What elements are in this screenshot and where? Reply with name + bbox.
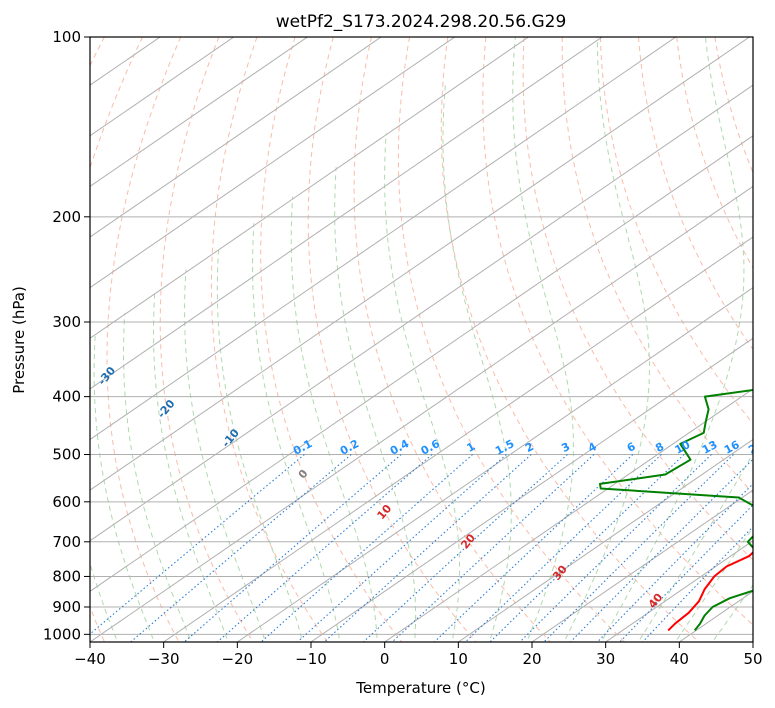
isotherm-line bbox=[162, 236, 753, 642]
isotherm-line bbox=[90, 84, 753, 542]
dry-adiabat-line bbox=[397, 37, 626, 642]
dry-adiabat-line bbox=[90, 37, 143, 642]
mixing-ratio-line bbox=[489, 454, 685, 642]
mixing-ratio-line bbox=[433, 454, 634, 642]
isotherm-line bbox=[236, 287, 753, 642]
isotherm-line bbox=[90, 37, 382, 238]
moist-adiabat-line bbox=[563, 37, 650, 642]
axis-ticks: −40 −30 −20 −10 0 10 20 30 40 50 100 200 300 400 500 60… bbox=[43, 28, 763, 668]
mixing-ratio-label: 10 bbox=[673, 438, 693, 457]
y-tick-label: 1000 bbox=[43, 625, 81, 643]
mixing-ratio-line bbox=[519, 454, 712, 642]
mixing-ratio-line bbox=[323, 454, 532, 642]
moist-adiabat-line bbox=[600, 37, 745, 642]
x-tick-label: 20 bbox=[522, 650, 541, 668]
x-tick-label: 50 bbox=[743, 650, 762, 668]
x-tick-label: 30 bbox=[596, 650, 615, 668]
mixing-ratio-line bbox=[216, 454, 433, 642]
dry-adiabat-line bbox=[638, 37, 753, 351]
moist-adiabat-line bbox=[93, 334, 155, 642]
dry-adiabat-line bbox=[106, 37, 182, 642]
mixing-ratio-label: 16 bbox=[722, 438, 742, 457]
y-tick-label: 400 bbox=[52, 388, 81, 406]
isotherm-line bbox=[90, 185, 753, 642]
dry-adiabat-line bbox=[210, 37, 329, 642]
y-tick-label: 900 bbox=[52, 598, 81, 616]
isotherm-line bbox=[383, 388, 753, 642]
y-tick-label: 500 bbox=[52, 446, 81, 464]
mixing-ratio-line bbox=[183, 454, 402, 642]
plot-area: 0.10.20.40.611.52346810131620-100-90-80-… bbox=[90, 37, 766, 642]
moist-adiabat-line bbox=[184, 269, 266, 642]
moist-adiabat-line bbox=[290, 196, 378, 642]
isotherm-line bbox=[90, 37, 235, 137]
x-tick-label: 40 bbox=[670, 650, 689, 668]
y-tick-label: 700 bbox=[52, 533, 81, 551]
x-tick-label: −40 bbox=[74, 650, 106, 668]
mixing-ratio-line bbox=[569, 458, 753, 642]
dry-adiabat-line bbox=[159, 37, 254, 642]
mixing-ratio-line bbox=[362, 454, 568, 642]
plot-frame bbox=[89, 36, 754, 643]
y-tick-label: 600 bbox=[52, 493, 81, 511]
mixing-ratio-line bbox=[464, 454, 662, 642]
mixing-ratio-line bbox=[90, 454, 305, 635]
isotherm-line bbox=[90, 135, 753, 592]
y-tick-label: 200 bbox=[52, 208, 81, 226]
mixing-ratio-line bbox=[543, 454, 734, 642]
y-axis-label: Pressure (hPa) bbox=[10, 286, 28, 394]
moist-adiabat-line bbox=[512, 37, 574, 642]
x-tick-label: 0 bbox=[380, 650, 390, 668]
moist-adiabat-line bbox=[637, 452, 753, 642]
isotherm-line bbox=[90, 37, 530, 339]
dry-adiabat-line bbox=[482, 37, 753, 626]
mixing-ratio-label: 13 bbox=[700, 438, 720, 457]
temperature-profile-line bbox=[667, 551, 753, 632]
dewpoint-profile-line bbox=[599, 388, 753, 632]
isotherm-line bbox=[90, 37, 677, 441]
mixing-ratio-line bbox=[641, 525, 753, 642]
mixing-ratio-line bbox=[129, 454, 352, 642]
moist-adiabat-line bbox=[216, 247, 304, 642]
y-tick-label: 300 bbox=[52, 313, 81, 331]
moist-adiabat-line bbox=[442, 84, 512, 642]
moist-adiabat-line bbox=[334, 166, 417, 642]
isotherm-line bbox=[604, 540, 753, 642]
isotherm-line bbox=[90, 37, 456, 289]
mixing-ratio-label: 20 bbox=[746, 438, 766, 457]
mixing-ratio-line bbox=[260, 454, 473, 642]
mixing-ratio-line bbox=[596, 483, 753, 642]
dry-adiabat-line bbox=[522, 37, 753, 561]
isotherm-line bbox=[310, 337, 753, 642]
isotherm-line bbox=[531, 489, 753, 642]
dry-adiabat-line bbox=[561, 37, 753, 494]
isotherm-line bbox=[90, 37, 309, 188]
y-tick-label: 100 bbox=[52, 28, 81, 46]
isotherm-line bbox=[457, 438, 753, 642]
x-axis-label: Temperature (°C) bbox=[355, 679, 485, 697]
isotherm-line bbox=[90, 37, 603, 390]
chart-title: wetPf2_S173.2024.298.20.56.G29 bbox=[276, 12, 567, 32]
dry-adiabat-line bbox=[440, 37, 700, 642]
x-tick-label: −30 bbox=[148, 650, 180, 668]
x-tick-label: −20 bbox=[222, 650, 254, 668]
y-tick-label: 800 bbox=[52, 567, 81, 585]
x-tick-label: 10 bbox=[449, 650, 468, 668]
isotherm-line bbox=[90, 37, 751, 491]
x-tick-label: −10 bbox=[295, 650, 327, 668]
